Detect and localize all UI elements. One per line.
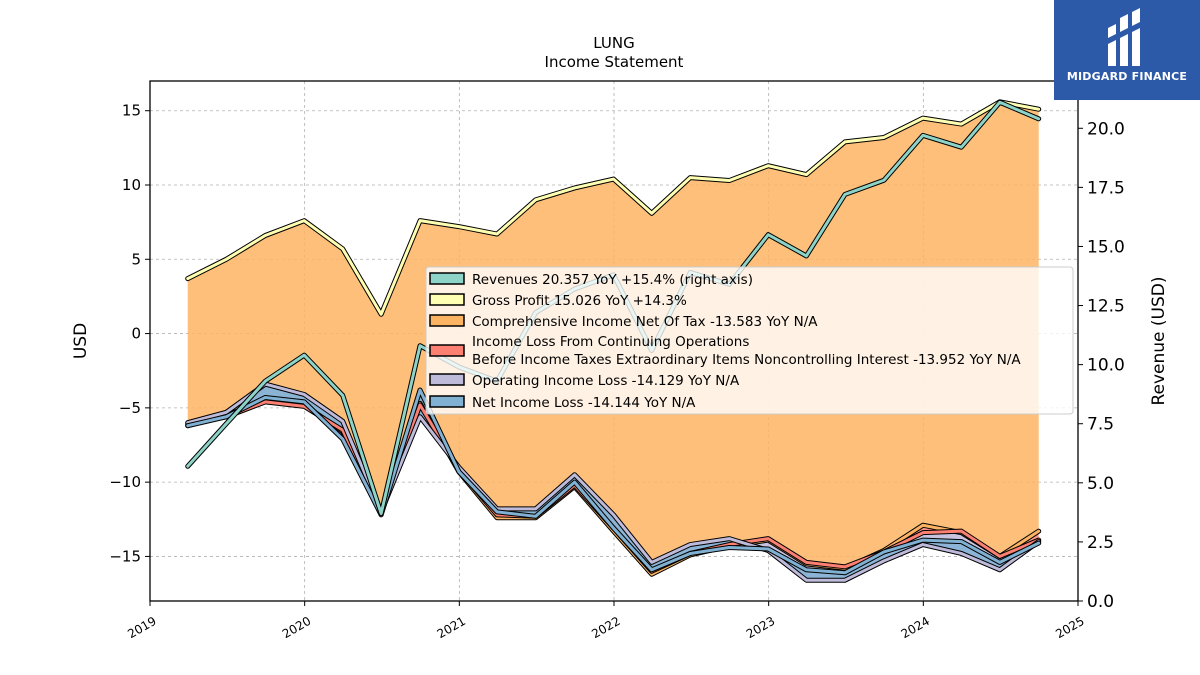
x-tick-label: 2025: [1053, 614, 1086, 641]
x-tick-label: 2021: [435, 614, 468, 641]
legend-label: Income Loss From Continuing Operations: [472, 334, 749, 350]
series-line: [186, 388, 1041, 575]
x-tick-label: 2024: [899, 614, 932, 641]
legend-swatch: [429, 395, 465, 408]
y-right-tick-label: 15.0: [1087, 237, 1125, 257]
y-tick-label: −15: [109, 547, 141, 565]
legend-swatch: [429, 293, 465, 306]
chart-title: LUNG: [593, 34, 634, 52]
y-right-tick-label: 0.0: [1087, 592, 1114, 612]
y-right-tick-label: 17.5: [1087, 178, 1125, 198]
legend-box: [425, 266, 1074, 415]
legend-swatch: [429, 272, 465, 285]
series-lines: [185, 99, 1042, 583]
legend-label: Operating Income Loss -14.129 YoY N/A: [472, 373, 740, 389]
brand-badge: MIDGARD FINANCE: [1054, 0, 1200, 100]
y-right-tick-label: 20.0: [1087, 119, 1125, 139]
legend: Revenues 20.357 YoY +15.4% (right axis) G…: [425, 266, 1074, 415]
y-right-tick-label: 2.5: [1087, 533, 1114, 553]
legend-label: Gross Profit 15.026 YoY +14.3%: [472, 293, 687, 309]
y-tick-label: 10: [122, 176, 141, 194]
legend-label: Net Income Loss -14.144 YoY N/A: [472, 395, 696, 411]
chart-subtitle: Income Statement: [545, 53, 684, 71]
legend-label: Comprehensive Income Net Of Tax -13.583 …: [472, 314, 818, 330]
series-line: [186, 382, 1041, 582]
axes: −15 −10 −5 0 5 10 15 0.0 2.5 5.0 7.5 10.0 12.5 15.0 17…: [109, 102, 1125, 642]
y-axis-right-label: Revenue (USD): [1149, 276, 1169, 405]
legend-label: Revenues 20.357 YoY +15.4% (right axis): [472, 272, 753, 288]
series-line: [186, 100, 1041, 316]
y-tick-label: −10: [109, 473, 141, 491]
x-tick-label: 2022: [589, 614, 622, 641]
y-tick-label: 15: [122, 102, 141, 120]
legend-swatch: [429, 344, 465, 357]
brand-name: MIDGARD FINANCE: [1066, 70, 1188, 83]
y-tick-label: 0: [131, 325, 141, 343]
y-right-tick-label: 10.0: [1087, 356, 1125, 376]
x-tick-label: 2023: [744, 614, 777, 641]
y-right-tick-label: 5.0: [1087, 474, 1114, 494]
x-tick-label: 2020: [280, 614, 313, 641]
y-axis-label: USD: [71, 323, 91, 359]
x-tick-label: 2019: [125, 614, 158, 641]
y-right-tick-label: 12.5: [1087, 297, 1125, 317]
midgard-finance-logo-icon: [1108, 8, 1140, 66]
y-right-tick-label: 7.5: [1087, 415, 1114, 435]
legend-swatch: [429, 373, 465, 386]
legend-swatch: [429, 314, 465, 327]
y-tick-label: 5: [131, 250, 141, 268]
y-tick-label: −5: [119, 399, 141, 417]
legend-label: Before Income Taxes Extraordinary Items …: [472, 352, 1021, 368]
